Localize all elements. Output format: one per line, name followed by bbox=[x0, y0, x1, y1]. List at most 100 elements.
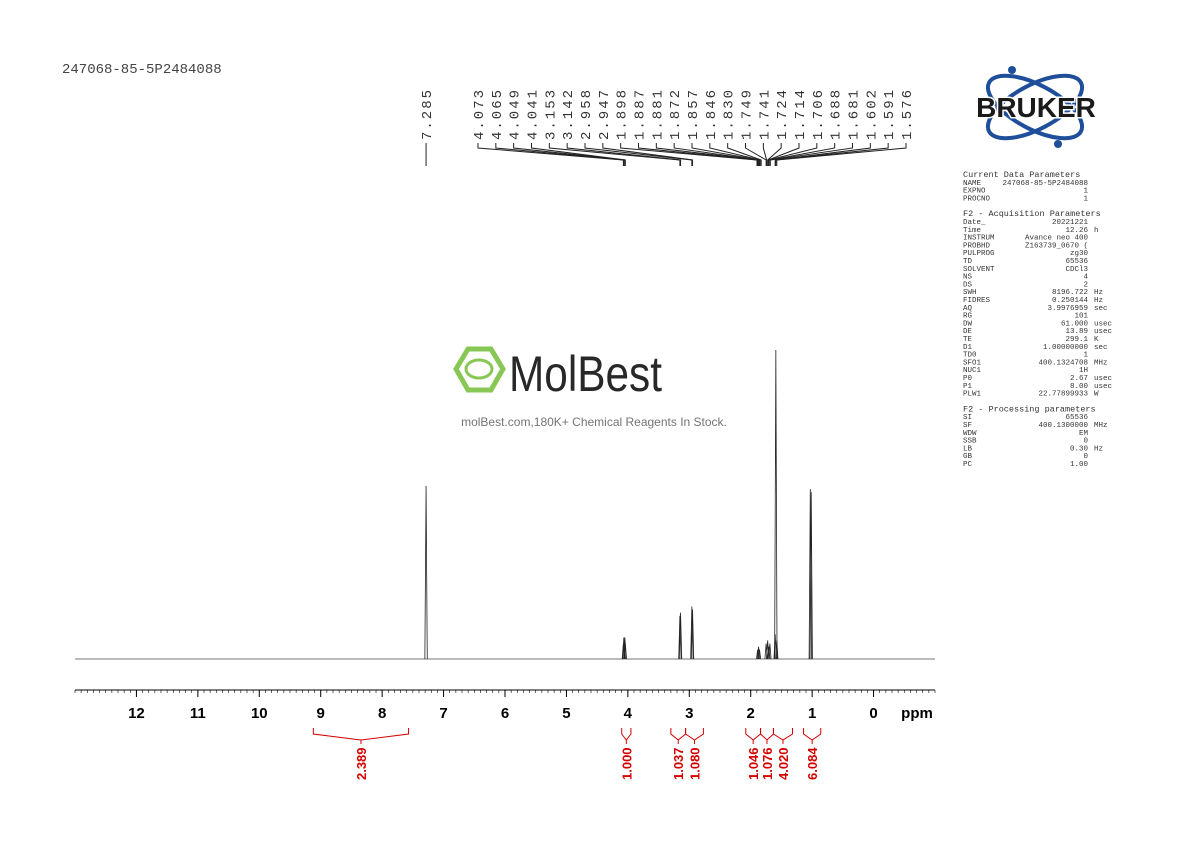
parameter-name: D1 bbox=[963, 344, 973, 352]
parameter-name: SFO1 bbox=[963, 359, 982, 367]
parameter-name: AQ bbox=[963, 305, 973, 313]
integral-label: 4.020 bbox=[776, 747, 791, 780]
x-tick-label: 9 bbox=[317, 705, 325, 722]
peak-label: 1.591 bbox=[882, 88, 898, 140]
peak-connector bbox=[709, 143, 761, 166]
parameter-value: 400.1324708 bbox=[1038, 359, 1088, 367]
parameter-unit: usec bbox=[1094, 320, 1112, 328]
parameter-name: SSB bbox=[963, 438, 977, 446]
parameter-value: 2.67 bbox=[1070, 375, 1088, 383]
peak-label: 1.741 bbox=[757, 88, 773, 140]
x-tick-label: 7 bbox=[439, 705, 447, 722]
spectrum-peak bbox=[775, 640, 779, 660]
integral-label: 6.084 bbox=[805, 747, 820, 780]
x-tick-label: 10 bbox=[251, 705, 268, 722]
integral-bracket bbox=[685, 728, 704, 744]
parameter-value: 0.30 bbox=[1070, 445, 1089, 453]
peak-label: 2.947 bbox=[597, 88, 613, 140]
parameter-unit: MHz bbox=[1094, 359, 1108, 367]
x-tick-label: 1 bbox=[808, 705, 816, 722]
x-tick-label: 2 bbox=[747, 705, 755, 722]
logo-text: BRUKER bbox=[976, 92, 1096, 123]
integral-bracket bbox=[772, 728, 793, 744]
parameter-value: 65536 bbox=[1065, 258, 1088, 266]
parameter-name: GB bbox=[963, 453, 973, 461]
parameter-unit: usec bbox=[1094, 383, 1112, 391]
watermark: MolBest molBest.com,180K+ Chemical Reage… bbox=[453, 346, 727, 429]
parameter-unit: Hz bbox=[1094, 297, 1103, 305]
spectrum-peak bbox=[808, 489, 812, 660]
spectrum-peak bbox=[623, 643, 627, 660]
parameter-value: EM bbox=[1079, 430, 1089, 438]
peak-label: 1.576 bbox=[900, 88, 916, 140]
spectrum-peak bbox=[767, 646, 771, 660]
parameter-value: 101 bbox=[1074, 313, 1088, 321]
peak-label: 3.142 bbox=[561, 88, 577, 140]
parameter-name: SWH bbox=[963, 289, 977, 297]
logo-orbit bbox=[985, 73, 1085, 141]
parameter-name: P0 bbox=[963, 375, 973, 383]
integral-label: 1.076 bbox=[760, 747, 775, 780]
parameter-name: DW bbox=[963, 320, 973, 328]
spectrum-peak bbox=[690, 609, 695, 660]
peak-connector bbox=[584, 143, 693, 166]
peak-connector bbox=[775, 143, 889, 166]
peak-label: 1.602 bbox=[864, 88, 880, 140]
parameter-value: 3.9976959 bbox=[1047, 305, 1088, 313]
peak-connector bbox=[769, 143, 853, 166]
parameter-value: 4 bbox=[1083, 274, 1088, 282]
parameter-unit: sec bbox=[1094, 344, 1108, 352]
peak-connector bbox=[727, 143, 762, 166]
parameter-value: 247068-85-5P2484088 bbox=[1002, 180, 1088, 188]
parameter-unit: MHz bbox=[1094, 422, 1108, 430]
x-tick-label: 5 bbox=[562, 705, 570, 722]
integral-bracket bbox=[621, 728, 632, 744]
parameter-value: 61.000 bbox=[1061, 320, 1089, 328]
integral-label: 1.000 bbox=[619, 747, 634, 780]
integral-bracket bbox=[745, 728, 762, 744]
watermark-ring bbox=[464, 358, 494, 380]
parameter-name: LB bbox=[963, 445, 973, 453]
parameter-name: WDW bbox=[963, 430, 977, 438]
peak-label: 3.153 bbox=[543, 88, 559, 140]
parameter-value: 400.1300000 bbox=[1038, 422, 1088, 430]
peak-label: 2.958 bbox=[579, 88, 595, 140]
spectrum-peak bbox=[424, 485, 428, 660]
parameter-value: Avance neo 400 bbox=[1025, 235, 1089, 243]
integral-bracket bbox=[312, 728, 410, 744]
parameter-value: 12.26 bbox=[1065, 227, 1088, 235]
parameter-value: 1.00 bbox=[1070, 461, 1089, 469]
peak-label: 4.073 bbox=[472, 88, 488, 140]
parameter-value: 8196.722 bbox=[1052, 289, 1088, 297]
peak-label: 1.706 bbox=[811, 88, 827, 140]
integral-bracket bbox=[803, 728, 822, 744]
peak-connector bbox=[655, 143, 759, 166]
parameter-name: PLW1 bbox=[963, 391, 982, 399]
parameter-name: FIDRES bbox=[963, 297, 991, 305]
parameter-name: SF bbox=[963, 422, 972, 430]
peak-label: 1.681 bbox=[847, 88, 863, 140]
peak-connector bbox=[513, 143, 626, 166]
peak-connector bbox=[566, 143, 682, 166]
logo-dot bbox=[1008, 66, 1016, 74]
x-tick-label: 4 bbox=[624, 705, 633, 722]
spectrum-peak bbox=[774, 349, 778, 660]
parameter-value: 20221221 bbox=[1052, 219, 1089, 227]
parameter-name: NAME bbox=[963, 180, 982, 188]
peak-connector bbox=[495, 143, 625, 166]
parameter-value: 1 bbox=[1083, 188, 1088, 196]
peak-label: 4.049 bbox=[508, 88, 524, 140]
parameter-unit: Hz bbox=[1094, 289, 1103, 297]
peak-label: 1.872 bbox=[668, 88, 684, 140]
peak-label: 1.881 bbox=[650, 88, 666, 140]
peak-label: 1.857 bbox=[686, 88, 702, 140]
parameter-value: 1 bbox=[1083, 352, 1088, 360]
spectrum-peak bbox=[756, 646, 761, 660]
parameter-name: NS bbox=[963, 274, 973, 282]
parameter-section-title: Current Data Parameters bbox=[963, 170, 1080, 180]
parameter-value: 22.77899933 bbox=[1038, 391, 1088, 399]
parameter-value: 1 bbox=[1083, 195, 1088, 203]
x-tick-label: 6 bbox=[501, 705, 509, 722]
parameter-name: RG bbox=[963, 313, 973, 321]
